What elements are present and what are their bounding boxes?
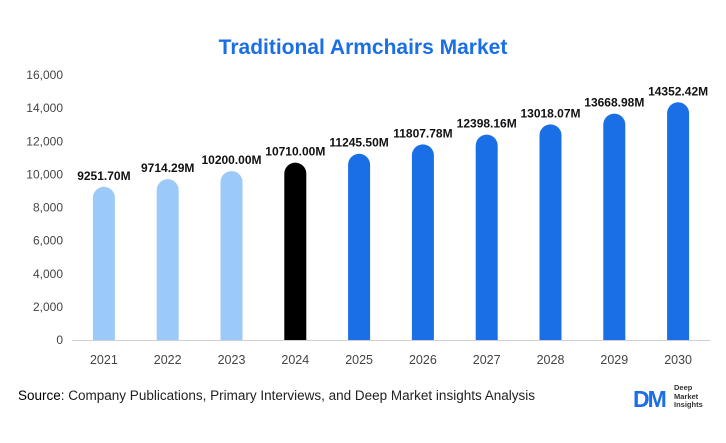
source-label: Source bbox=[18, 388, 61, 403]
x-tick-label: 2029 bbox=[600, 353, 628, 367]
y-tick-label: 16,000 bbox=[26, 68, 63, 82]
x-tick-label: 2030 bbox=[664, 353, 692, 367]
source-text: : Company Publications, Primary Intervie… bbox=[60, 388, 535, 403]
data-label: 9251.70M bbox=[77, 169, 130, 183]
chart-title: Traditional Armchairs Market bbox=[218, 36, 508, 59]
x-tick-label: 2027 bbox=[473, 353, 501, 367]
bar bbox=[603, 113, 626, 340]
data-label: 14352.42M bbox=[648, 84, 708, 98]
x-tick-label: 2023 bbox=[218, 353, 246, 367]
x-tick-label: 2028 bbox=[537, 353, 565, 367]
source-note: Source: Company Publications, Primary In… bbox=[18, 388, 535, 403]
bar bbox=[284, 162, 307, 340]
y-tick-label: 8,000 bbox=[33, 201, 63, 215]
bar bbox=[411, 144, 434, 340]
data-label: 10710.00M bbox=[265, 145, 325, 159]
data-label: 10200.00M bbox=[201, 153, 261, 167]
data-label: 9714.29M bbox=[141, 161, 194, 175]
logo-line-3: Insights bbox=[674, 400, 703, 409]
logo-line-1: Deep bbox=[674, 383, 693, 392]
y-tick-label: 4,000 bbox=[33, 267, 63, 281]
logo-line-2: Market bbox=[674, 391, 699, 401]
bar bbox=[667, 102, 690, 340]
bar bbox=[156, 179, 179, 340]
x-tick-label: 2025 bbox=[345, 353, 373, 367]
logo-mark: DM bbox=[633, 386, 667, 412]
x-tick-label: 2024 bbox=[281, 353, 309, 367]
x-tick-label: 2021 bbox=[90, 353, 118, 367]
bar bbox=[475, 134, 498, 340]
bar-chart: 0 2,000 4,000 6,000 8,000 10,000 12,000 14,000 1… bbox=[26, 68, 710, 367]
y-tick-label: 12,000 bbox=[26, 134, 63, 148]
data-label: 11245.50M bbox=[329, 136, 388, 150]
y-tick-label: 0 bbox=[56, 333, 63, 347]
data-label: 11807.78M bbox=[393, 126, 452, 140]
y-tick-label: 6,000 bbox=[33, 234, 63, 248]
y-tick-label: 2,000 bbox=[33, 300, 63, 314]
bar bbox=[539, 124, 562, 340]
logo-text: Deep Market Insights bbox=[674, 383, 703, 410]
x-tick-label: 2026 bbox=[409, 353, 437, 367]
bar bbox=[92, 186, 115, 340]
data-label: 13668.98M bbox=[584, 96, 644, 110]
x-tick-label: 2022 bbox=[154, 353, 182, 367]
data-label: 13018.07M bbox=[520, 106, 580, 120]
data-label: 12398.16M bbox=[457, 117, 517, 131]
bar bbox=[220, 171, 243, 340]
y-tick-label: 10,000 bbox=[26, 167, 63, 181]
y-tick-label: 14,000 bbox=[26, 101, 63, 115]
company-logo: DM Deep Market Insights bbox=[633, 383, 723, 415]
bar bbox=[348, 153, 371, 340]
